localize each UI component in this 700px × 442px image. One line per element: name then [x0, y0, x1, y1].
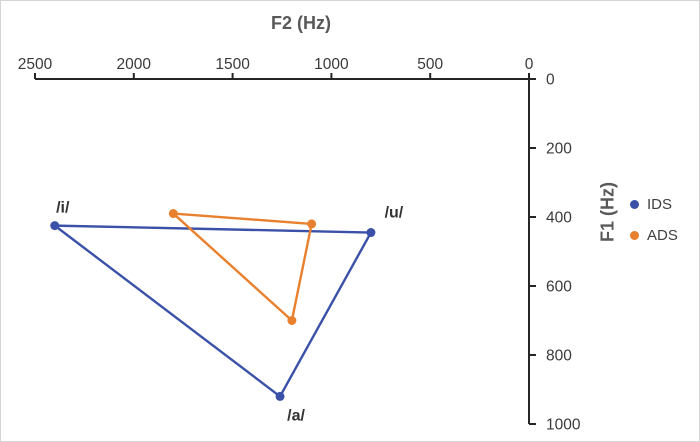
y-axis-tick-label: 0 — [546, 72, 555, 89]
y-axis-tick-label: 800 — [546, 348, 572, 365]
legend-marker-ads-icon — [630, 230, 639, 240]
y-axis-tick-label: 1000 — [546, 417, 581, 434]
y-axis-tick-label: 400 — [546, 210, 572, 227]
vowel-annotation-a: /a/ — [287, 407, 305, 424]
legend-item-ads: ADS — [630, 225, 678, 245]
data-point-ids-a — [275, 391, 285, 401]
x-axis-tick-label: 2500 — [18, 56, 53, 73]
legend: IDS ADS — [630, 194, 678, 245]
x-axis-tick-label: 2000 — [117, 56, 152, 73]
x-axis-tick-label: 500 — [417, 56, 443, 73]
data-point-ids-u — [366, 228, 376, 238]
legend-label-ids: IDS — [647, 195, 673, 213]
x-axis-tick-label: 0 — [525, 56, 534, 73]
data-point-ads-i — [168, 209, 178, 219]
data-point-ids-i — [50, 221, 60, 231]
vowel-annotation-u: /u/ — [385, 205, 404, 222]
y-axis-title: F1 (Hz) — [597, 182, 618, 242]
legend-label-ads: ADS — [647, 226, 678, 244]
legend-marker-ids-icon — [630, 199, 639, 209]
y-axis-tick-label: 600 — [546, 279, 572, 296]
data-point-ads-u — [307, 219, 317, 229]
vowel-annotation-i: /i/ — [56, 200, 70, 217]
x-axis-title: F2 (Hz) — [271, 13, 331, 33]
series-line-ids — [53, 224, 373, 398]
series-line-ads — [172, 212, 313, 322]
x-axis-tick-label: 1000 — [314, 56, 349, 73]
x-axis-tick-label: 1500 — [215, 56, 250, 73]
legend-item-ids: IDS — [630, 194, 678, 214]
y-axis-tick-label: 200 — [546, 141, 572, 158]
data-point-ads-a — [287, 316, 297, 325]
